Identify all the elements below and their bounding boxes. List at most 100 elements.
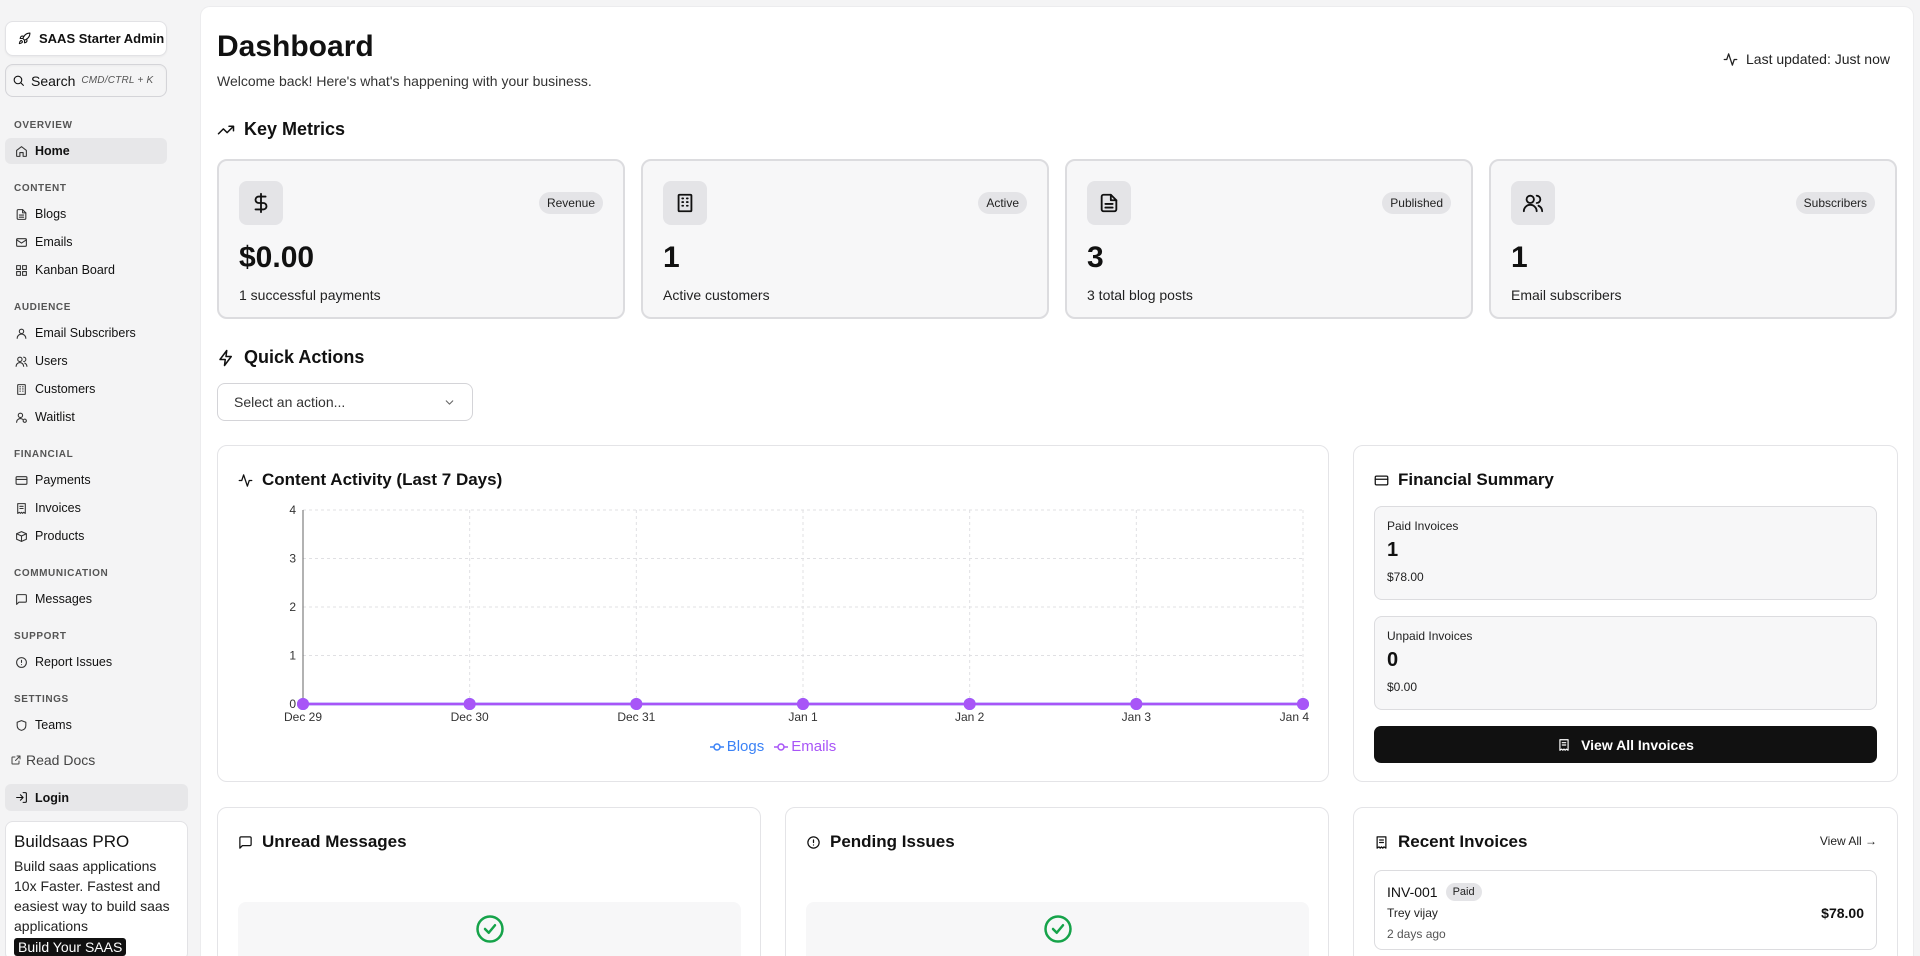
sidebar-item-label: Home xyxy=(35,144,70,158)
view-all-link[interactable]: View All → xyxy=(1819,834,1877,848)
users-icon xyxy=(1522,194,1544,213)
sidebar-item-products[interactable]: Products xyxy=(5,523,167,549)
build-saas-button[interactable]: Build Your SAAS xyxy=(14,938,127,956)
quick-action-select[interactable]: Select an action... xyxy=(217,383,473,421)
metric-value: 1 xyxy=(663,241,680,274)
search-label: Search xyxy=(31,72,76,89)
invoice-id: INV-001 xyxy=(1387,884,1438,900)
invoice-row[interactable]: INV-001 Paid Trey vijay 2 days ago $78.0… xyxy=(1374,870,1877,950)
x-tick-label: Dec 29 xyxy=(284,710,322,724)
unpaid-invoices-amount: $0.00 xyxy=(1387,680,1418,694)
sidebar-item-emails[interactable]: Emails xyxy=(5,229,167,255)
legend-line-icon xyxy=(774,742,789,751)
unpaid-invoices-count: 0 xyxy=(1387,649,1399,671)
page-subtitle: Welcome back! Here's what's happening wi… xyxy=(217,73,592,89)
user-clock-icon xyxy=(16,412,27,423)
sidebar-item-email-subscribers[interactable]: Email Subscribers xyxy=(5,320,167,346)
chart-legend: Blogs Emails xyxy=(218,738,1328,755)
brand-switcher[interactable]: SAAS Starter Admin xyxy=(5,21,167,56)
sidebar-item-invoices[interactable]: Invoices xyxy=(5,495,167,521)
sidebar-item-label: Users xyxy=(35,354,68,368)
legend-line-icon xyxy=(709,742,724,751)
data-point-emails xyxy=(1297,698,1309,710)
main-panel: Dashboard Welcome back! Here's what's ha… xyxy=(200,6,1914,956)
search-icon xyxy=(13,75,24,86)
sidebar-item-messages[interactable]: Messages xyxy=(5,586,167,612)
legend-item-emails[interactable]: Emails xyxy=(774,738,836,755)
activity-icon xyxy=(238,473,253,487)
sidebar-item-label: Customers xyxy=(35,382,96,396)
building-icon xyxy=(17,383,26,395)
sidebar-item-label: Emails xyxy=(35,235,73,249)
quick-actions-title: Quick Actions xyxy=(244,347,365,367)
credit-card-icon xyxy=(15,475,28,485)
unread-messages-heading: Unread Messages xyxy=(238,832,407,852)
check-circle-icon xyxy=(475,915,504,943)
metric-card-blogs: Published 3 3 total blog posts xyxy=(1065,159,1473,319)
message-icon xyxy=(16,593,27,605)
section-overview: OVERVIEW xyxy=(14,120,73,131)
sidebar-item-report-issues[interactable]: Report Issues xyxy=(5,649,167,675)
unread-messages-card: Unread Messages xyxy=(217,807,761,956)
paid-invoices-amount: $78.00 xyxy=(1387,570,1424,584)
recent-invoices-title: Recent Invoices xyxy=(1398,832,1528,851)
sidebar-item-label: Report Issues xyxy=(35,655,113,669)
promo-text: Build saas applications 10x Faster. Fast… xyxy=(14,858,170,934)
legend-item-blogs[interactable]: Blogs xyxy=(709,738,765,755)
mail-icon xyxy=(16,237,27,247)
activity-icon xyxy=(1723,52,1738,66)
last-updated: Last updated: Just now xyxy=(1723,51,1890,67)
recent-invoices-heading: Recent Invoices xyxy=(1374,832,1527,852)
content-activity-heading: Content Activity (Last 7 Days) xyxy=(238,470,502,490)
data-point-emails xyxy=(463,698,476,710)
alert-circle-icon xyxy=(807,835,820,849)
sidebar-item-waitlist[interactable]: Waitlist xyxy=(5,404,167,430)
content-activity-chart: 0 1 2 3 4 Dec 29 Dec 30 Dec 31 Jan 1 Jan 2 Jan 3 Ja… xyxy=(284,503,1309,724)
rocket-icon xyxy=(18,32,31,45)
external-link-icon xyxy=(11,755,21,765)
pending-issues-heading: Pending Issues xyxy=(806,832,955,852)
alert-circle-icon xyxy=(16,656,27,668)
y-tick-label: 0 xyxy=(289,697,296,711)
y-tick-label: 3 xyxy=(289,552,296,566)
metric-icon-box xyxy=(1511,181,1555,225)
metric-value: 1 xyxy=(1511,241,1528,274)
legend-label: Blogs xyxy=(726,738,765,755)
paid-invoices-box: Paid Invoices 1 $78.00 xyxy=(1374,506,1877,600)
status-badge: Paid xyxy=(1445,883,1482,901)
section-communication: COMMUNICATION xyxy=(14,568,109,579)
read-docs-link[interactable]: Read Docs xyxy=(10,752,95,768)
sidebar-item-label: Invoices xyxy=(35,501,81,515)
invoice-time: 2 days ago xyxy=(1387,927,1446,941)
login-button[interactable]: Login xyxy=(5,784,188,811)
sidebar-item-payments[interactable]: Payments xyxy=(5,467,167,493)
sidebar-item-home[interactable]: Home xyxy=(5,138,167,164)
quick-actions-heading: Quick Actions xyxy=(217,347,364,368)
search-button[interactable]: Search CMD/CTRL + K xyxy=(5,64,167,97)
promo-card: Buildsaas PRO Build saas applications 10… xyxy=(5,821,188,956)
sidebar-item-label: Waitlist xyxy=(35,410,75,424)
data-point-emails xyxy=(1130,698,1143,710)
pending-issues-empty xyxy=(806,902,1309,956)
metric-caption: Active customers xyxy=(663,287,770,303)
x-tick-label: Dec 30 xyxy=(451,710,489,724)
content-activity-card: Content Activity (Last 7 Days) 0 1 2 3 4 Dec … xyxy=(217,445,1329,782)
users-icon xyxy=(15,356,28,367)
sidebar-item-kanban-board[interactable]: Kanban Board xyxy=(5,257,167,283)
log-in-icon xyxy=(16,792,27,803)
recent-invoices-card: Recent Invoices View All → INV-001 Paid … xyxy=(1353,807,1898,956)
sidebar-item-label: Email Subscribers xyxy=(35,326,136,340)
sidebar-item-customers[interactable]: Customers xyxy=(5,376,167,402)
sidebar-item-blogs[interactable]: Blogs xyxy=(5,201,167,227)
package-icon xyxy=(16,530,27,542)
sidebar-item-users[interactable]: Users xyxy=(5,348,167,374)
sidebar-item-label: Messages xyxy=(35,592,92,606)
invoice-customer: Trey vijay xyxy=(1387,906,1438,920)
section-content: CONTENT xyxy=(14,183,67,194)
unread-messages-title: Unread Messages xyxy=(262,832,407,851)
sidebar-item-label: Teams xyxy=(35,718,72,732)
sidebar-item-label: Products xyxy=(35,529,85,543)
sidebar-item-teams[interactable]: Teams xyxy=(5,712,167,738)
unpaid-invoices-box: Unpaid Invoices 0 $0.00 xyxy=(1374,616,1877,710)
view-all-invoices-button[interactable]: View All Invoices xyxy=(1374,726,1877,763)
